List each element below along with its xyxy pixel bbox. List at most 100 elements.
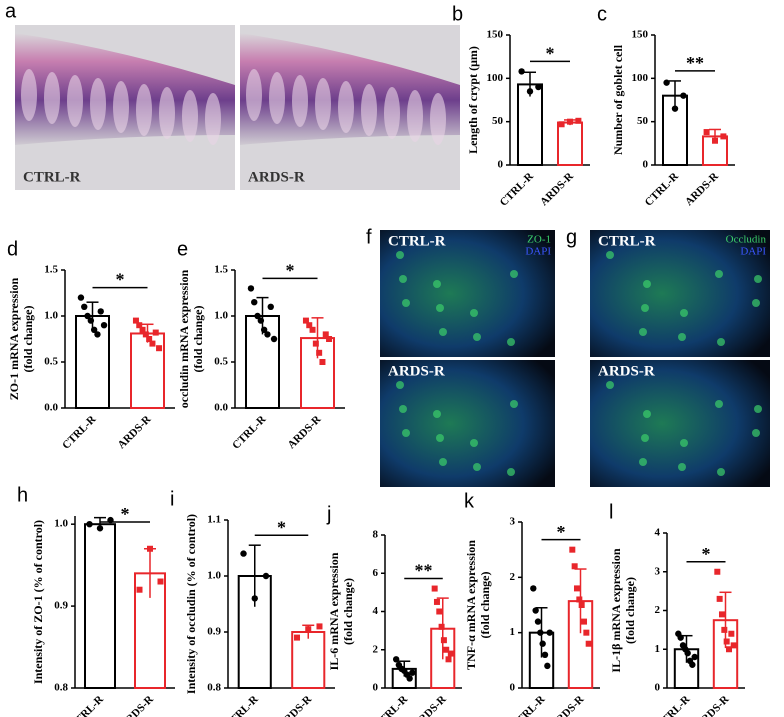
y-tick-label: 0 bbox=[655, 682, 661, 694]
counterstain-label: DAPI bbox=[740, 246, 766, 258]
cell-signal bbox=[399, 275, 407, 283]
y-axis-label: IL-1β mRNA expression bbox=[609, 548, 623, 672]
data-point bbox=[677, 634, 684, 641]
significance-label: * bbox=[557, 522, 566, 542]
y-axis-label: IL-6 mRNA expression bbox=[327, 552, 341, 670]
image-label: ARDS-R bbox=[388, 363, 445, 379]
significance-label: * bbox=[702, 544, 711, 564]
image-label: ARDS-R bbox=[248, 169, 305, 185]
fluorescence-image bbox=[380, 230, 555, 357]
crypt bbox=[361, 84, 377, 136]
y-tick-label: 3 bbox=[655, 565, 661, 577]
data-point bbox=[537, 629, 544, 636]
data-point bbox=[534, 618, 542, 625]
cell-signal bbox=[396, 251, 404, 259]
y-tick-label: 6 bbox=[373, 567, 379, 579]
y-axis-label: ZO-1 mRNA expression bbox=[7, 277, 21, 400]
y-tick-label: 0.8 bbox=[207, 682, 221, 694]
data-point bbox=[539, 640, 546, 647]
y-tick-label: 0 bbox=[510, 682, 516, 694]
data-point bbox=[251, 595, 258, 602]
data-point bbox=[583, 629, 590, 636]
y-tick-label: 0.0 bbox=[214, 402, 228, 414]
data-point bbox=[578, 602, 585, 608]
y-tick-label: 1 bbox=[510, 626, 516, 638]
panel-letter: g bbox=[566, 226, 577, 248]
data-point bbox=[312, 340, 319, 347]
data-point bbox=[409, 669, 416, 676]
data-point bbox=[684, 649, 691, 657]
y-axis-label: Number of goblet cell bbox=[611, 44, 625, 155]
data-point bbox=[260, 326, 268, 333]
x-tick-label: ARDS-R bbox=[118, 693, 157, 717]
data-point bbox=[541, 651, 549, 658]
data-point bbox=[567, 118, 573, 125]
data-point bbox=[257, 317, 265, 324]
cell-signal bbox=[754, 275, 762, 283]
crypt bbox=[136, 84, 152, 136]
image-label: CTRL-R bbox=[598, 233, 656, 249]
y-axis-label: (fold change) bbox=[21, 306, 35, 373]
fluorescence-image bbox=[380, 360, 555, 487]
y-tick-label: 0 bbox=[643, 159, 649, 171]
data-point bbox=[703, 129, 710, 136]
data-point bbox=[147, 545, 153, 552]
data-point bbox=[576, 596, 583, 603]
data-point bbox=[575, 117, 582, 124]
data-point bbox=[86, 520, 93, 528]
data-point bbox=[132, 317, 139, 324]
cell-signal bbox=[399, 405, 407, 413]
data-point bbox=[247, 285, 255, 292]
data-point bbox=[546, 629, 553, 636]
cell-signal bbox=[439, 328, 447, 336]
y-tick-label: 0.5 bbox=[214, 356, 228, 368]
data-point bbox=[716, 595, 723, 602]
y-tick-label: 4 bbox=[655, 527, 661, 539]
y-axis-label: (fold change) bbox=[341, 578, 355, 645]
y-tick-label: 2 bbox=[373, 643, 379, 655]
data-point bbox=[544, 662, 551, 670]
cell-signal bbox=[752, 299, 760, 307]
data-point bbox=[723, 638, 730, 645]
panel-letter: e bbox=[177, 238, 188, 260]
panel-letter: l bbox=[609, 501, 613, 523]
data-point bbox=[97, 308, 104, 315]
y-tick-label: 1.5 bbox=[214, 264, 228, 276]
y-tick-label: 2 bbox=[655, 604, 661, 616]
data-point bbox=[152, 329, 159, 336]
crypt bbox=[384, 87, 400, 139]
y-tick-label: 0 bbox=[373, 682, 379, 694]
y-tick-label: 1 bbox=[655, 643, 661, 655]
cell-signal bbox=[473, 333, 481, 341]
x-tick-label: CTRL-R bbox=[498, 170, 537, 209]
cell-signal bbox=[641, 304, 649, 312]
x-tick-label: ARDS-R bbox=[286, 413, 325, 452]
panel-letter: b bbox=[452, 3, 463, 25]
data-point bbox=[240, 550, 247, 557]
crypt bbox=[205, 93, 221, 145]
panel-letter: a bbox=[5, 0, 17, 22]
panel-letter: d bbox=[7, 238, 18, 260]
panel-letter: k bbox=[464, 490, 475, 512]
significance-label: * bbox=[116, 270, 125, 290]
cell-signal bbox=[643, 280, 651, 288]
y-tick-label: 50 bbox=[492, 115, 504, 127]
data-point bbox=[730, 642, 737, 649]
data-point bbox=[157, 578, 164, 585]
cell-signal bbox=[678, 463, 686, 471]
y-tick-label: 50 bbox=[637, 115, 649, 127]
data-point bbox=[316, 349, 323, 356]
crypt bbox=[292, 75, 308, 127]
cell-signal bbox=[396, 381, 404, 389]
cell-signal bbox=[402, 429, 410, 437]
y-tick-label: 0.9 bbox=[207, 626, 221, 638]
significance-label: ** bbox=[686, 53, 704, 73]
data-point bbox=[532, 607, 539, 614]
cell-signal bbox=[680, 309, 688, 317]
data-point bbox=[406, 675, 413, 682]
image-label: CTRL-R bbox=[23, 169, 81, 185]
cell-signal bbox=[433, 280, 441, 288]
cell-signal bbox=[436, 304, 444, 312]
data-point bbox=[712, 137, 718, 144]
y-tick-label: 150 bbox=[487, 29, 504, 41]
